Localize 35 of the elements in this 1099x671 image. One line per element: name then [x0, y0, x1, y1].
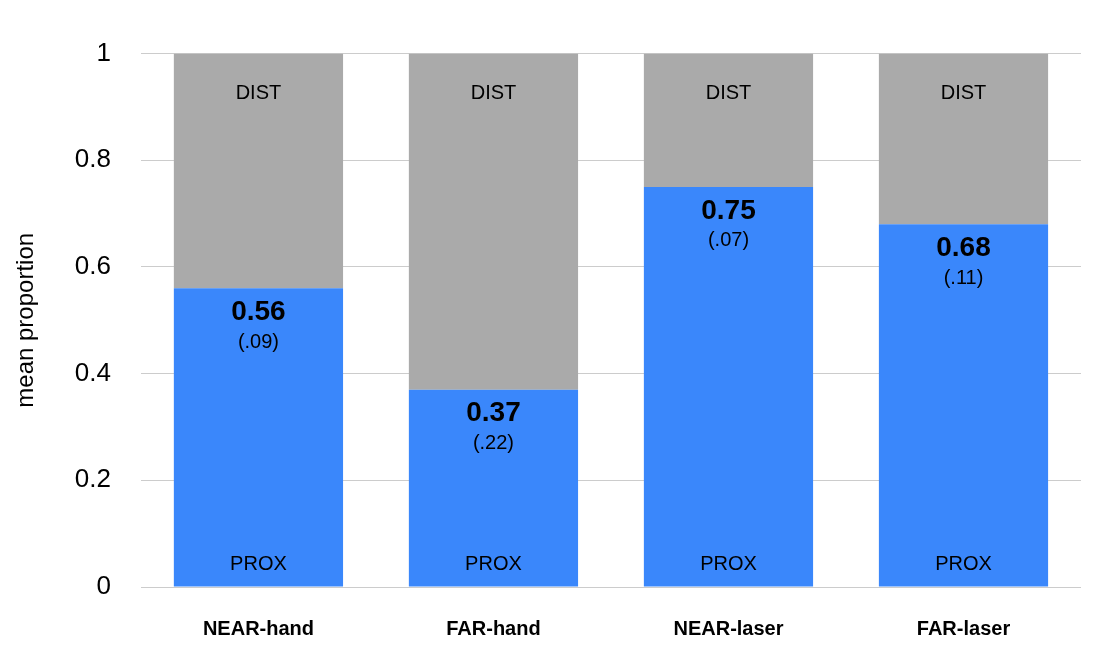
- y-tick-label: 1: [96, 36, 111, 67]
- y-tick-label: 0.4: [74, 356, 111, 387]
- x-tick-label: NEAR-hand: [202, 616, 315, 639]
- bar: [643, 186, 814, 587]
- data-label: 0.37: [466, 396, 521, 428]
- y-axis-title: mean proportion: [11, 232, 39, 408]
- bar: [408, 53, 579, 390]
- x-tick-label: FAR-laser: [916, 616, 1011, 639]
- y-tick-label: 0.2: [74, 463, 111, 494]
- bar: [878, 53, 1049, 225]
- x-tick-label: NEAR-laser: [673, 616, 784, 639]
- bar: [173, 288, 344, 587]
- text: PROX: [700, 552, 757, 575]
- annotation: (.22): [472, 431, 515, 454]
- text: DIST: [705, 81, 752, 104]
- bar: [878, 224, 1049, 587]
- data-label: 0.68: [936, 231, 991, 263]
- text: PROX: [935, 552, 992, 575]
- bar: [408, 389, 579, 587]
- y-tick-label: 0: [96, 570, 111, 601]
- text: PROX: [465, 552, 522, 575]
- y-tick-label: 0.6: [74, 250, 111, 281]
- series-label: DIST: [235, 81, 282, 104]
- data-label: 0.75: [701, 193, 756, 225]
- x-tick-label: FAR-hand: [446, 616, 541, 639]
- data-label: 0.56: [231, 295, 286, 327]
- bar: [173, 53, 344, 289]
- series-label: PROX: [230, 552, 287, 575]
- text: DIST: [940, 81, 987, 104]
- y-tick-label: 0.8: [74, 143, 111, 174]
- bar: [643, 53, 814, 187]
- text: DIST: [470, 81, 517, 104]
- annotation: (.11): [943, 265, 984, 288]
- annotation: (.09): [237, 329, 280, 352]
- annotation: (.07): [707, 228, 750, 251]
